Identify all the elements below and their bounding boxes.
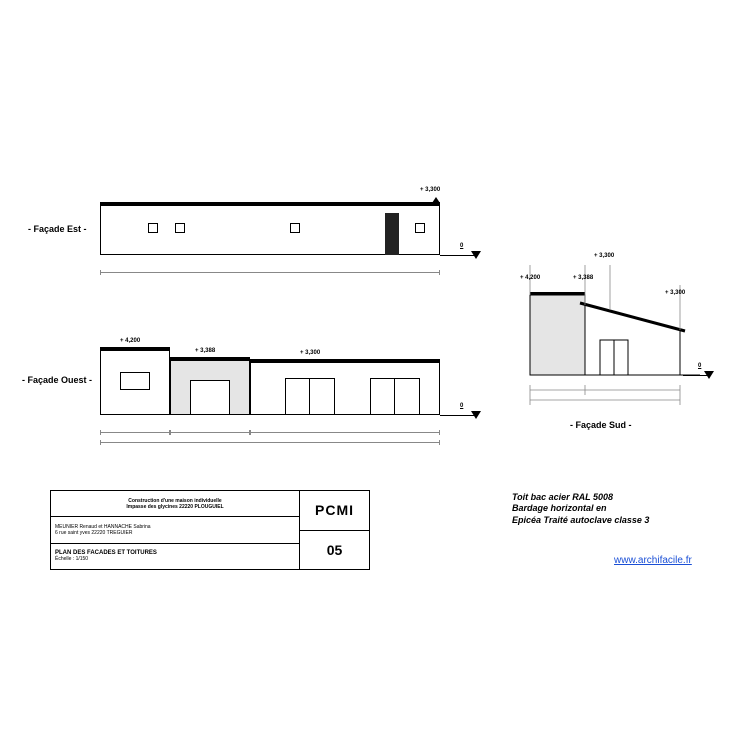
east-door xyxy=(385,213,399,255)
east-height-label: + 3,300 xyxy=(420,187,440,193)
south-left: + 4,200 xyxy=(520,275,540,281)
note-3: Epicéa Traité autoclave classe 3 xyxy=(512,515,649,526)
east-zero: 0 xyxy=(460,243,463,249)
south-ground xyxy=(683,375,708,376)
label-east: - Façade Est - xyxy=(28,224,87,234)
west-dim-2 xyxy=(170,432,250,433)
south-mid: + 3,388 xyxy=(573,275,593,281)
label-south: - Façade Sud - xyxy=(570,420,632,430)
note-1: Toit bac acier RAL 5008 xyxy=(512,492,649,503)
west-h1: + 4,200 xyxy=(120,338,140,344)
west-bay-1-mullion xyxy=(309,378,310,415)
west-dim-1 xyxy=(100,432,170,433)
west-ground xyxy=(440,415,475,416)
east-window-2 xyxy=(175,223,185,233)
label-west: - Façade Ouest - xyxy=(22,375,92,385)
west-roof-2 xyxy=(170,357,250,360)
south-elevation xyxy=(515,265,715,415)
east-window-1 xyxy=(148,223,158,233)
tb-scale: Échelle : 1/150 xyxy=(55,556,295,562)
west-bay-2-mullion xyxy=(394,378,395,415)
east-window-4 xyxy=(415,223,425,233)
tb-num: 05 xyxy=(300,531,369,570)
east-ground xyxy=(440,255,475,256)
note-2: Bardage horizontal en xyxy=(512,503,649,514)
west-dim-3 xyxy=(250,432,440,433)
west-bay-2 xyxy=(370,378,420,415)
title-block: Construction d'une maison individuelle I… xyxy=(50,490,370,570)
west-roof-1 xyxy=(100,347,170,350)
tb-code: PCMI xyxy=(300,491,369,531)
tb-owner-2: 6 rue saint yves 22220 TREGUIER xyxy=(55,530,295,536)
west-roof-3 xyxy=(250,359,440,362)
materials-notes: Toit bac acier RAL 5008 Bardage horizont… xyxy=(512,492,649,526)
east-roof xyxy=(100,202,440,205)
credit-link[interactable]: www.archifacile.fr xyxy=(614,555,692,566)
west-zero: 0 xyxy=(460,403,463,409)
east-dimline xyxy=(100,272,440,273)
west-h2: + 3,388 xyxy=(195,348,215,354)
east-height-tick xyxy=(432,197,440,203)
tb-project-2: Impasse des glycines 22220 PLOUGUIEL xyxy=(55,504,295,510)
east-window-3 xyxy=(290,223,300,233)
west-window-1 xyxy=(120,372,150,390)
west-h3: + 3,300 xyxy=(300,350,320,356)
south-apex: + 3,300 xyxy=(594,253,614,259)
south-zero: 0 xyxy=(698,363,701,369)
west-bay-1 xyxy=(285,378,335,415)
south-right: + 3,300 xyxy=(665,290,685,296)
west-door-1 xyxy=(190,380,230,415)
west-dim-total xyxy=(100,442,440,443)
